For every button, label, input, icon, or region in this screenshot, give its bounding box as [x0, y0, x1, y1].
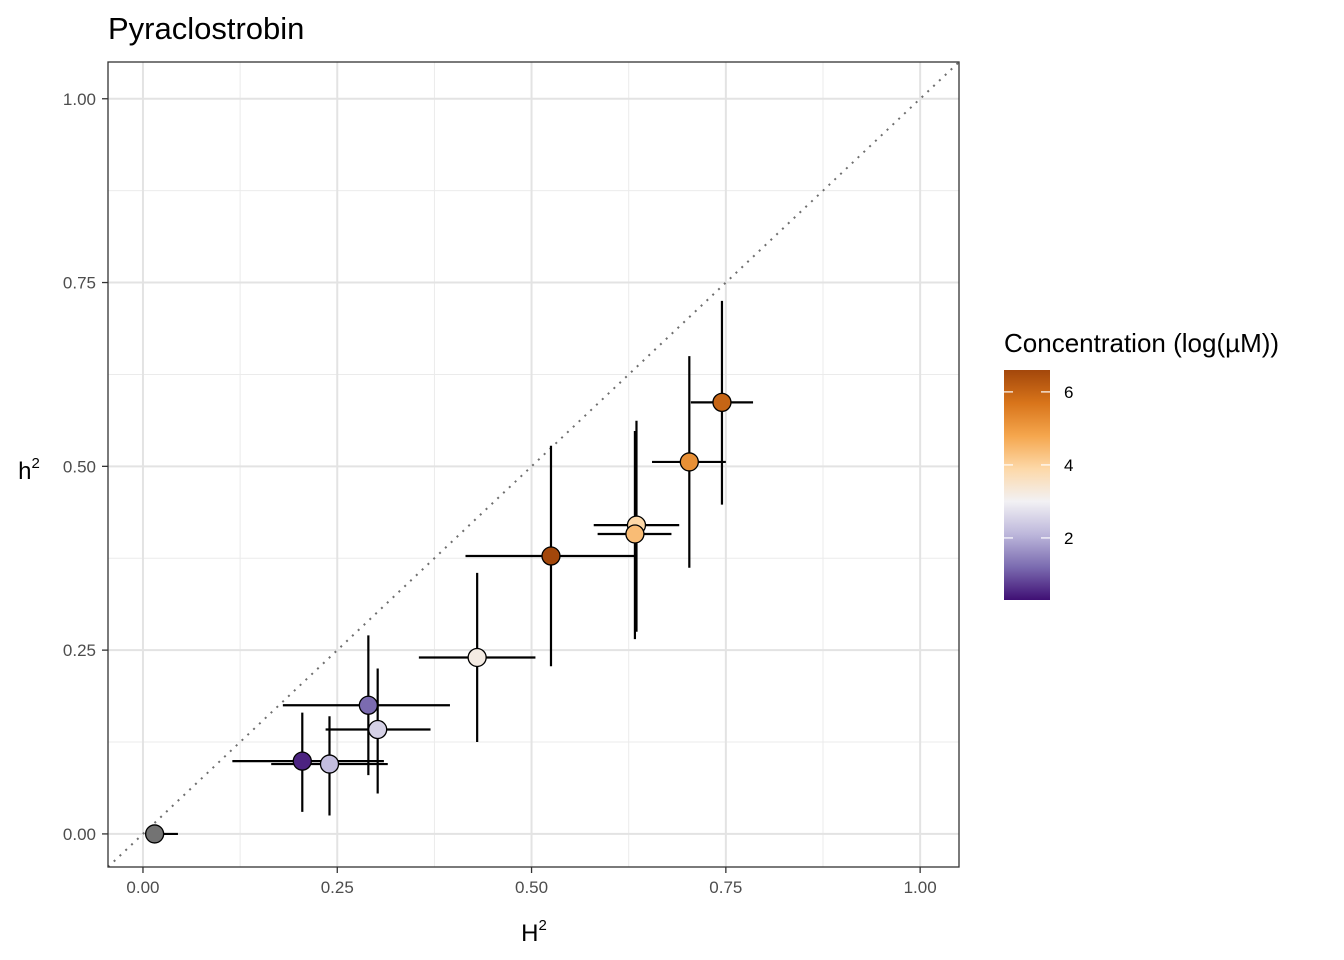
legend-tick-label: 4 — [1064, 456, 1073, 475]
y-tick-label: 0.25 — [63, 641, 96, 660]
y-tick-label: 1.00 — [63, 90, 96, 109]
legend-colorbar — [1004, 370, 1050, 600]
x-tick-label: 0.25 — [321, 878, 354, 897]
x-tick-label: 1.00 — [904, 878, 937, 897]
reference-line — [108, 62, 959, 867]
data-point-8 — [625, 524, 645, 544]
data-point-0 — [144, 824, 165, 844]
y-tick-label: 0.00 — [63, 825, 96, 844]
data-point-5 — [467, 647, 487, 668]
y-tick-label: 0.50 — [63, 457, 96, 476]
legend-title: Concentration (log(µM)) — [1004, 328, 1279, 358]
legend-tick-label: 6 — [1064, 383, 1073, 402]
data-point-1 — [292, 751, 312, 771]
chart-title: Pyraclostrobin — [108, 11, 304, 46]
y-axis: 0.00 0.25 0.50 0.75 1.00 — [63, 90, 108, 844]
plot-panel-border — [107, 61, 960, 868]
x-tick-label: 0.00 — [126, 878, 159, 897]
data-point-10 — [712, 392, 732, 413]
x-tick-label: 0.50 — [515, 878, 548, 897]
x-axis-title: H2 — [521, 917, 547, 947]
x-axis: 0.00 0.25 0.50 0.75 1.00 — [126, 867, 937, 897]
color-legend: Concentration (log(µM)) 2 4 6 — [1004, 328, 1279, 600]
data-point-6 — [541, 546, 561, 566]
x-tick-label: 0.75 — [709, 878, 742, 897]
data-point-9 — [679, 452, 699, 472]
data-points — [144, 392, 732, 844]
y-tick-label: 0.75 — [63, 274, 96, 293]
data-point-3 — [358, 695, 379, 715]
data-point-4 — [368, 719, 388, 740]
legend-tick-label: 2 — [1064, 529, 1073, 548]
data-point-2 — [319, 754, 340, 774]
y-axis-title: h2 — [18, 455, 40, 485]
